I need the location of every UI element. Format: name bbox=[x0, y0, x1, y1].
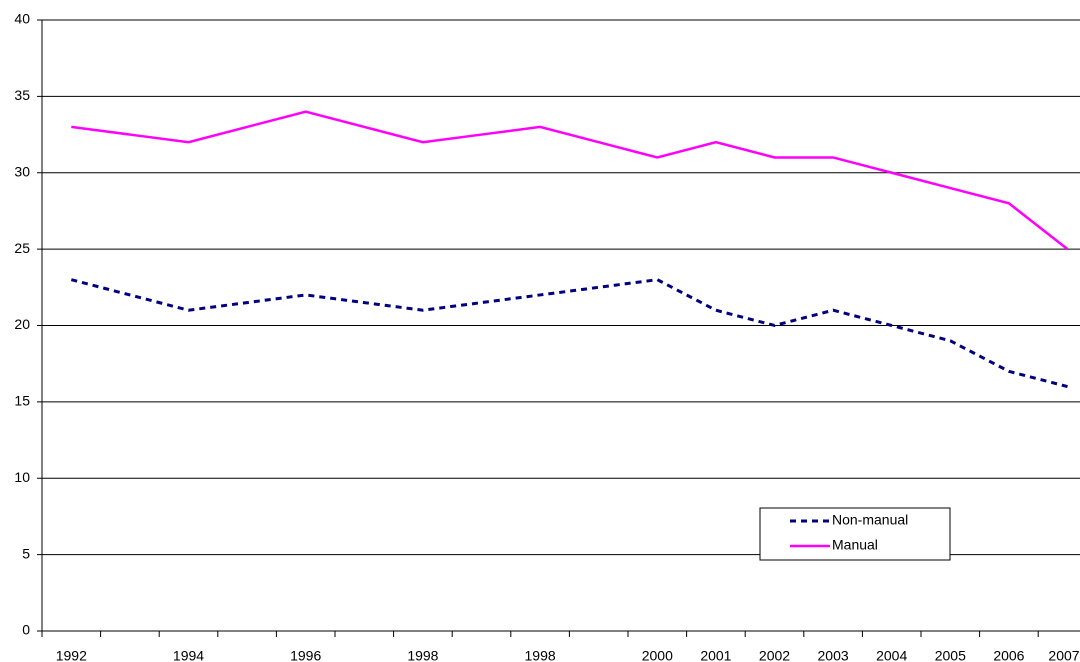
legend-label: Manual bbox=[832, 537, 878, 553]
legend-box bbox=[759, 507, 951, 561]
legend-label: Non-manual bbox=[832, 512, 908, 528]
y-tick-label: 40 bbox=[14, 11, 30, 27]
x-tick-label: 2004 bbox=[876, 648, 907, 662]
x-tick-label: 2005 bbox=[935, 648, 966, 662]
x-tick-label: 2007 bbox=[1048, 648, 1079, 662]
x-tick-label: 1998 bbox=[407, 648, 438, 662]
series-line bbox=[71, 110, 1069, 251]
x-tick-label: 2002 bbox=[759, 648, 790, 662]
y-tick-label: 35 bbox=[14, 87, 30, 103]
x-tick-label: 2006 bbox=[993, 648, 1024, 662]
x-tick-label: 1992 bbox=[56, 648, 87, 662]
y-tick-label: 5 bbox=[22, 545, 30, 561]
x-tick-label: 2000 bbox=[642, 648, 673, 662]
y-tick-label: 15 bbox=[14, 393, 30, 409]
x-tick-label: 1996 bbox=[290, 648, 321, 662]
x-tick-label: 1994 bbox=[173, 648, 204, 662]
y-tick-label: 25 bbox=[14, 240, 30, 256]
series-line bbox=[70, 278, 1068, 389]
x-tick-label: 2003 bbox=[818, 648, 849, 662]
y-tick-label: 20 bbox=[14, 316, 30, 332]
x-tick-label: 2001 bbox=[700, 648, 731, 662]
y-tick-label: 30 bbox=[14, 163, 30, 179]
y-tick-label: 0 bbox=[22, 622, 30, 638]
y-tick-label: 10 bbox=[14, 469, 30, 485]
x-tick-label: 1998 bbox=[525, 648, 556, 662]
